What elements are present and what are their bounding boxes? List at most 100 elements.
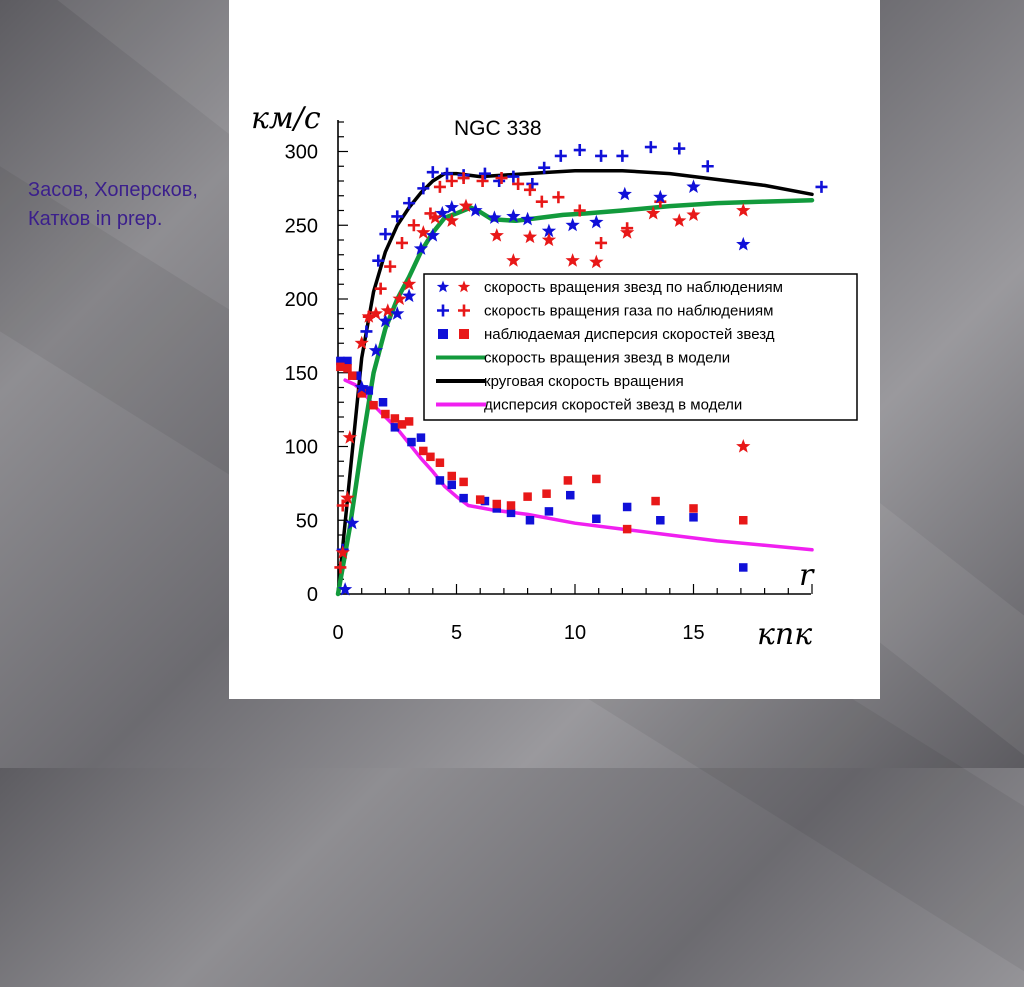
star-point-blue — [444, 200, 459, 214]
dispersion-point-red — [622, 524, 632, 534]
star-point-red — [428, 210, 443, 224]
star-point-red — [458, 198, 474, 213]
dispersion-point-blue — [447, 480, 457, 490]
dispersion-point-blue — [492, 504, 502, 513]
dispersion-point-blue — [364, 386, 374, 395]
gas-point-blue — [507, 170, 520, 183]
gas-point-red — [595, 236, 608, 249]
dispersion-point-red — [459, 477, 468, 487]
x-tick-label: 0 — [332, 622, 343, 644]
dispersion-point-red — [542, 489, 551, 498]
dispersion-point-blue — [689, 513, 698, 522]
dispersion-point-blue — [336, 356, 345, 366]
gas-point-blue — [595, 149, 608, 162]
chart-title: NGC 338 — [454, 117, 542, 140]
y-axis-unit: км/с — [251, 101, 321, 136]
star-point-blue — [345, 515, 360, 530]
gas-point-red — [334, 561, 347, 574]
dispersion-point-blue — [407, 437, 416, 447]
model-stars-curve — [335, 197, 815, 597]
gas-point-blue — [554, 149, 567, 162]
dispersion-point-red — [381, 409, 390, 419]
star-point-red — [416, 225, 431, 239]
star-point-blue — [686, 179, 701, 193]
gas-point-blue — [701, 160, 714, 173]
star-point-blue — [653, 189, 668, 204]
star-point-blue — [487, 210, 502, 224]
star-point-blue — [338, 582, 353, 596]
y-tick-label: 250 — [285, 215, 318, 237]
gas-point-blue — [417, 182, 430, 195]
star-point-blue — [413, 241, 429, 255]
gas-point-blue — [478, 167, 491, 180]
gas-point-red — [523, 183, 536, 196]
x-axis-unit: кпк — [757, 617, 812, 652]
chart-legend: скорость вращения звезд по наблюдениям ск… — [423, 273, 858, 421]
dispersion-point-blue — [480, 496, 490, 506]
dispersion-point-red — [563, 476, 573, 485]
dispersion-point-red — [369, 400, 378, 410]
star-point-red — [402, 276, 417, 291]
gas-point-red — [445, 175, 458, 187]
legend-square-red-icon — [459, 329, 469, 339]
dispersion-point-red — [357, 389, 366, 398]
gas-point-blue — [379, 228, 392, 241]
legend-label: скорость вращения звезд по наблюдениям — [484, 279, 783, 296]
dispersion-point-blue — [544, 507, 554, 516]
dispersion-point-blue — [525, 516, 535, 525]
star-point-blue — [617, 186, 632, 201]
star-point-blue — [541, 223, 557, 238]
gas-point-blue — [538, 161, 551, 174]
x-tick-label: 10 — [564, 622, 586, 644]
dispersion-point-red — [523, 492, 532, 501]
dispersion-point-blue — [506, 508, 516, 518]
legend-box — [423, 273, 858, 421]
star-point-blue — [520, 211, 535, 226]
chart-labels: 0 50 100 150 200 250 300 0 5 10 15 км/с кпк r NGC 338 — [251, 101, 815, 652]
star-point-blue — [468, 203, 483, 217]
dispersion-point-red — [447, 471, 457, 481]
star-point-red — [686, 207, 701, 221]
gas-point-blue — [372, 254, 385, 267]
dispersion-point-blue — [739, 563, 748, 572]
gas-point-red — [407, 219, 420, 232]
gas-point-blue — [526, 177, 539, 190]
gas-point-red — [374, 282, 387, 295]
legend-label: наблюдаемая дисперсия скоростей звезд — [484, 326, 775, 343]
star-point-red — [368, 306, 384, 320]
legend-star-blue-icon — [436, 280, 450, 293]
dispersion-point-red — [592, 474, 601, 484]
gas-point-red — [336, 499, 349, 512]
x-tick-label: 15 — [682, 622, 704, 644]
star-point-red — [342, 430, 357, 444]
legend-star-red-icon — [457, 280, 471, 293]
gas-point-red — [384, 260, 397, 273]
gas-point-blue — [441, 167, 454, 180]
dispersion-point-red — [475, 495, 485, 504]
star-point-red — [392, 291, 407, 306]
star-point-blue — [368, 343, 384, 357]
star-point-red — [589, 254, 604, 269]
dispersion-point-red — [426, 452, 435, 462]
dispersion-point-blue — [656, 516, 665, 525]
legend-plus-blue-icon — [437, 304, 449, 317]
gas-point-blue — [426, 166, 439, 179]
legend-label: скорость вращения звезд в модели — [484, 350, 730, 367]
rotation-curve-chart: скорость вращения звезд по наблюдениям ск… — [251, 101, 858, 652]
gas-point-blue — [391, 210, 404, 223]
gas-point-red — [457, 172, 470, 185]
gas-point-red — [573, 204, 586, 217]
star-point-blue — [378, 313, 393, 328]
gas-point-red — [535, 195, 548, 208]
star-point-blue — [435, 205, 450, 220]
x-axis-symbol: r — [799, 558, 815, 593]
legend-label: дисперсия скоростей звезд в модели — [484, 397, 742, 414]
legend-plus-red-icon — [458, 304, 470, 317]
dispersion-point-red — [336, 362, 345, 372]
dispersion-point-red — [435, 458, 445, 467]
star-point-red — [380, 303, 395, 317]
credit-line-2: Катков in prep. — [28, 208, 163, 230]
gas-point-blue — [644, 141, 657, 154]
dispersion-point-red — [689, 504, 698, 513]
star-point-red — [620, 225, 635, 239]
